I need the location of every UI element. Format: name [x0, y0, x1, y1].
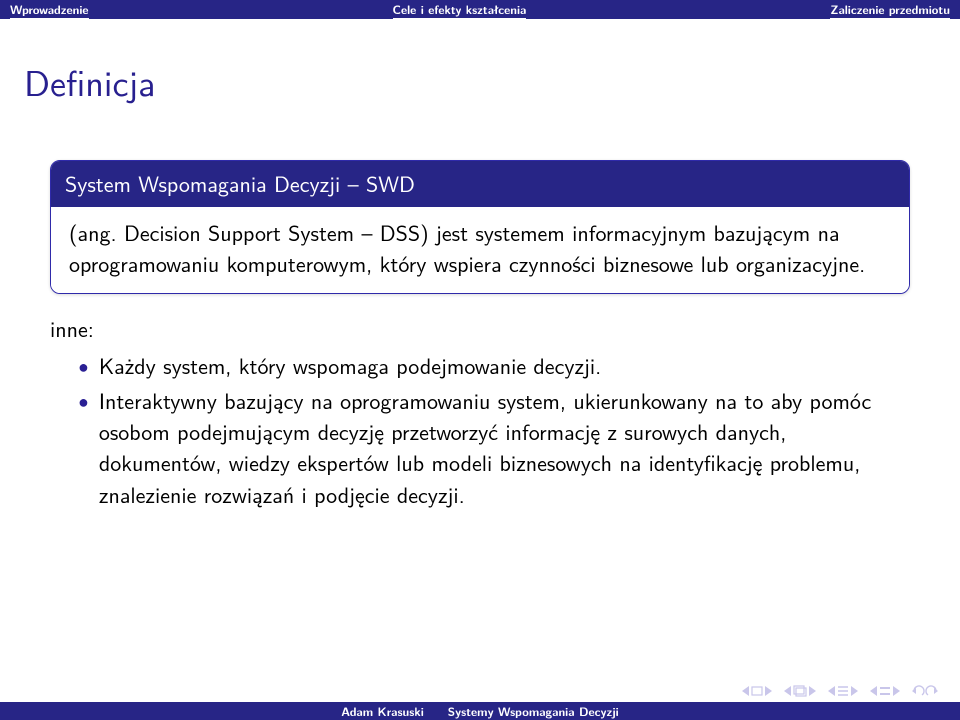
list-item: ● Interaktywny bazujący na oprogramowani…	[78, 385, 906, 510]
footer-author: Adam Krasuski	[341, 702, 424, 720]
list-item-text: Każdy system, który wspomaga podejmowani…	[99, 350, 601, 381]
beamer-nav-symbols	[742, 684, 938, 698]
nav-section-left[interactable]: Wprowadzenie	[10, 0, 89, 19]
nav-subsection-icon[interactable]	[828, 685, 858, 697]
section-nav-bar: Wprowadzenie Cele i efekty kształcenia Z…	[0, 0, 960, 19]
bullet-icon: ●	[78, 353, 89, 384]
nav-back-forward-icon[interactable]	[912, 684, 938, 698]
list-item: ● Każdy system, który wspomaga podejmowa…	[78, 350, 906, 381]
bullet-list: ● Każdy system, który wspomaga podejmowa…	[78, 350, 906, 510]
footer-course: Systemy Wspomagania Decyzji	[448, 702, 619, 720]
nav-slide-icon[interactable]	[742, 686, 772, 696]
other-label: inne:	[50, 312, 910, 344]
bullet-icon: ●	[78, 388, 89, 513]
footer-bar: Adam Krasuski Systemy Wspomagania Decyzj…	[0, 702, 960, 720]
nav-section-center[interactable]: Cele i efekty kształcenia	[393, 0, 527, 19]
nav-section-icon[interactable]	[870, 685, 900, 697]
definition-block: System Wspomagania Decyzji – SWD (ang. D…	[50, 160, 910, 294]
list-item-text: Interaktywny bazujący na oprogramowaniu …	[99, 385, 906, 510]
block-title: System Wspomagania Decyzji – SWD	[51, 161, 909, 207]
nav-frame-icon[interactable]	[784, 685, 816, 697]
block-body: (ang. Decision Support System – DSS) jes…	[51, 207, 909, 293]
nav-section-right[interactable]: Zaliczenie przedmiotu	[830, 0, 950, 19]
frame-title: Definicja	[24, 55, 960, 108]
